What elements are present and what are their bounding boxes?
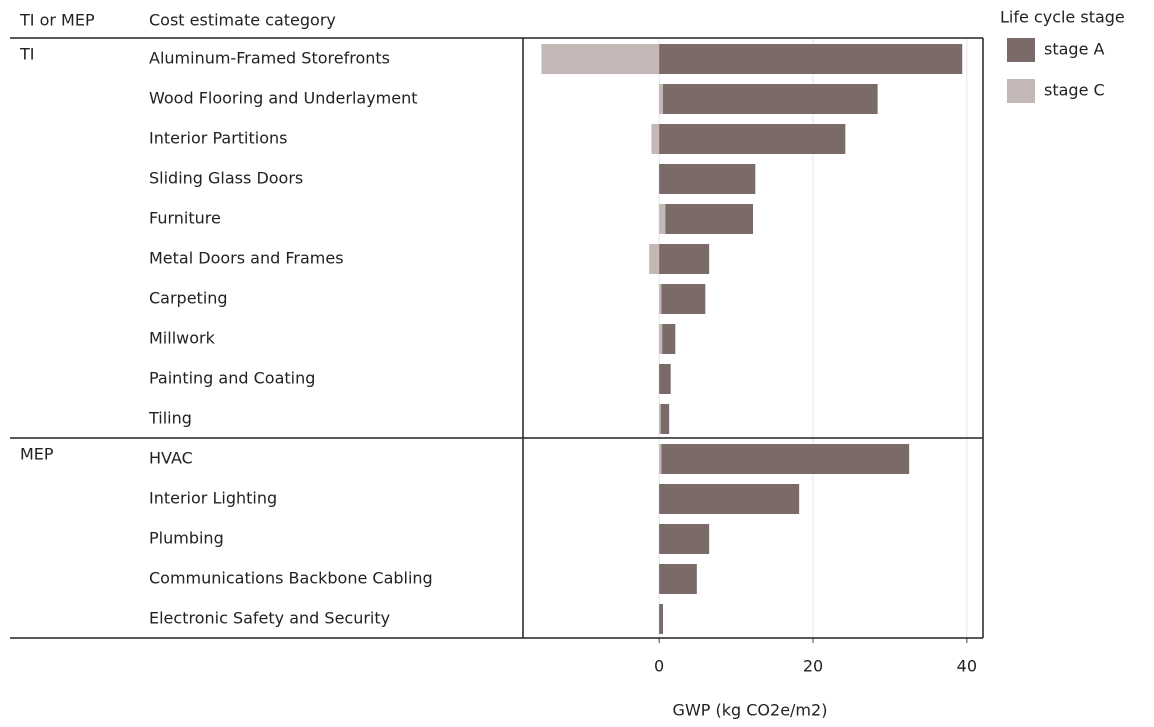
y-tick-label: Electronic Safety and Security [149, 609, 390, 628]
y-tick-label: Carpeting [149, 289, 228, 308]
bar [663, 84, 878, 114]
bar [651, 124, 660, 154]
bar [659, 284, 662, 314]
y-tick-label: Metal Doors and Frames [149, 249, 344, 268]
legend-label: stage A [1044, 40, 1105, 59]
y-tick-label: Sliding Glass Doors [149, 169, 303, 188]
bar [659, 364, 671, 394]
legend-swatch [1007, 38, 1035, 62]
bar [659, 524, 710, 554]
bar [661, 284, 706, 314]
bar [659, 84, 663, 114]
bar [659, 564, 697, 594]
bar [659, 444, 662, 474]
bar [665, 204, 753, 234]
x-tick-label: 0 [654, 657, 664, 676]
y-tick-label: Interior Partitions [149, 129, 287, 148]
bar [659, 204, 666, 234]
group-header: TI or MEP [19, 11, 95, 30]
x-tick-label: 40 [957, 657, 977, 676]
bar [541, 44, 660, 74]
bar [662, 324, 676, 354]
bar [649, 244, 660, 274]
legend-label: stage C [1044, 81, 1105, 100]
bar [659, 164, 756, 194]
y-tick-label: Tiling [148, 409, 192, 428]
y-tick-label: Communications Backbone Cabling [149, 569, 433, 588]
bar [659, 124, 846, 154]
bar [659, 44, 963, 74]
bar [659, 324, 663, 354]
x-tick-label: 20 [803, 657, 823, 676]
category-header: Cost estimate category [149, 11, 336, 30]
y-tick-label: Millwork [149, 329, 216, 348]
bar [659, 404, 661, 434]
y-tick-label: Painting and Coating [149, 369, 315, 388]
group-label: MEP [20, 445, 54, 464]
legend-title: Life cycle stage [1000, 8, 1125, 27]
y-tick-label: Plumbing [149, 529, 224, 548]
y-tick-label: Aluminum-Framed Storefronts [149, 49, 390, 68]
bar [659, 484, 800, 514]
group-label: TI [19, 45, 35, 64]
x-axis-label: GWP (kg CO2e/m2) [673, 701, 828, 720]
y-tick-label: HVAC [149, 449, 193, 468]
bar [659, 604, 663, 634]
bar [660, 404, 670, 434]
y-tick-label: Furniture [149, 209, 221, 228]
bar [659, 244, 710, 274]
y-tick-label: Interior Lighting [149, 489, 277, 508]
legend-swatch [1007, 79, 1035, 103]
y-tick-label: Wood Flooring and Underlayment [149, 89, 418, 108]
bar [661, 444, 910, 474]
